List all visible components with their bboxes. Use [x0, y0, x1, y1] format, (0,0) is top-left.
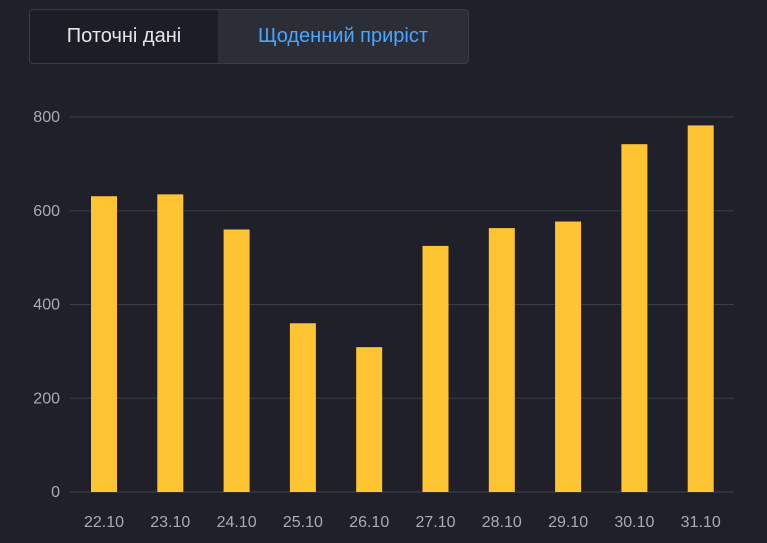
y-tick-label: 200 [33, 390, 60, 407]
x-tick-label: 29.10 [548, 514, 588, 531]
bar-27.10[interactable] [422, 245, 449, 492]
bar-30.10[interactable] [621, 144, 648, 492]
bar-31.10[interactable] [687, 125, 714, 492]
y-tick-label: 0 [51, 484, 60, 501]
x-tick-label: 23.10 [150, 514, 190, 531]
bar-25.10[interactable] [289, 323, 316, 492]
bar-26.10[interactable] [356, 347, 383, 492]
x-tick-label: 31.10 [681, 514, 721, 531]
tab-daily-growth[interactable]: Щоденний приріст [218, 10, 468, 63]
y-tick-label: 600 [33, 203, 60, 220]
x-tick-label: 30.10 [614, 514, 654, 531]
x-tick-label: 28.10 [482, 514, 522, 531]
x-tick-label: 27.10 [415, 514, 455, 531]
y-tick-label: 800 [33, 109, 60, 126]
view-toggle: Поточні дані Щоденний приріст [29, 9, 469, 64]
bar-24.10[interactable] [223, 229, 250, 493]
bar-22.10[interactable] [91, 196, 117, 492]
y-tick-label: 400 [33, 297, 60, 314]
x-tick-label: 26.10 [349, 514, 389, 531]
bar-23.10[interactable] [157, 194, 184, 492]
bar-29.10[interactable] [555, 221, 582, 492]
x-tick-label: 24.10 [217, 514, 257, 531]
x-tick-label: 25.10 [283, 514, 323, 531]
bar-28.10[interactable] [488, 228, 515, 492]
x-tick-label: 22.10 [84, 514, 124, 531]
tab-current-data[interactable]: Поточні дані [30, 10, 218, 63]
